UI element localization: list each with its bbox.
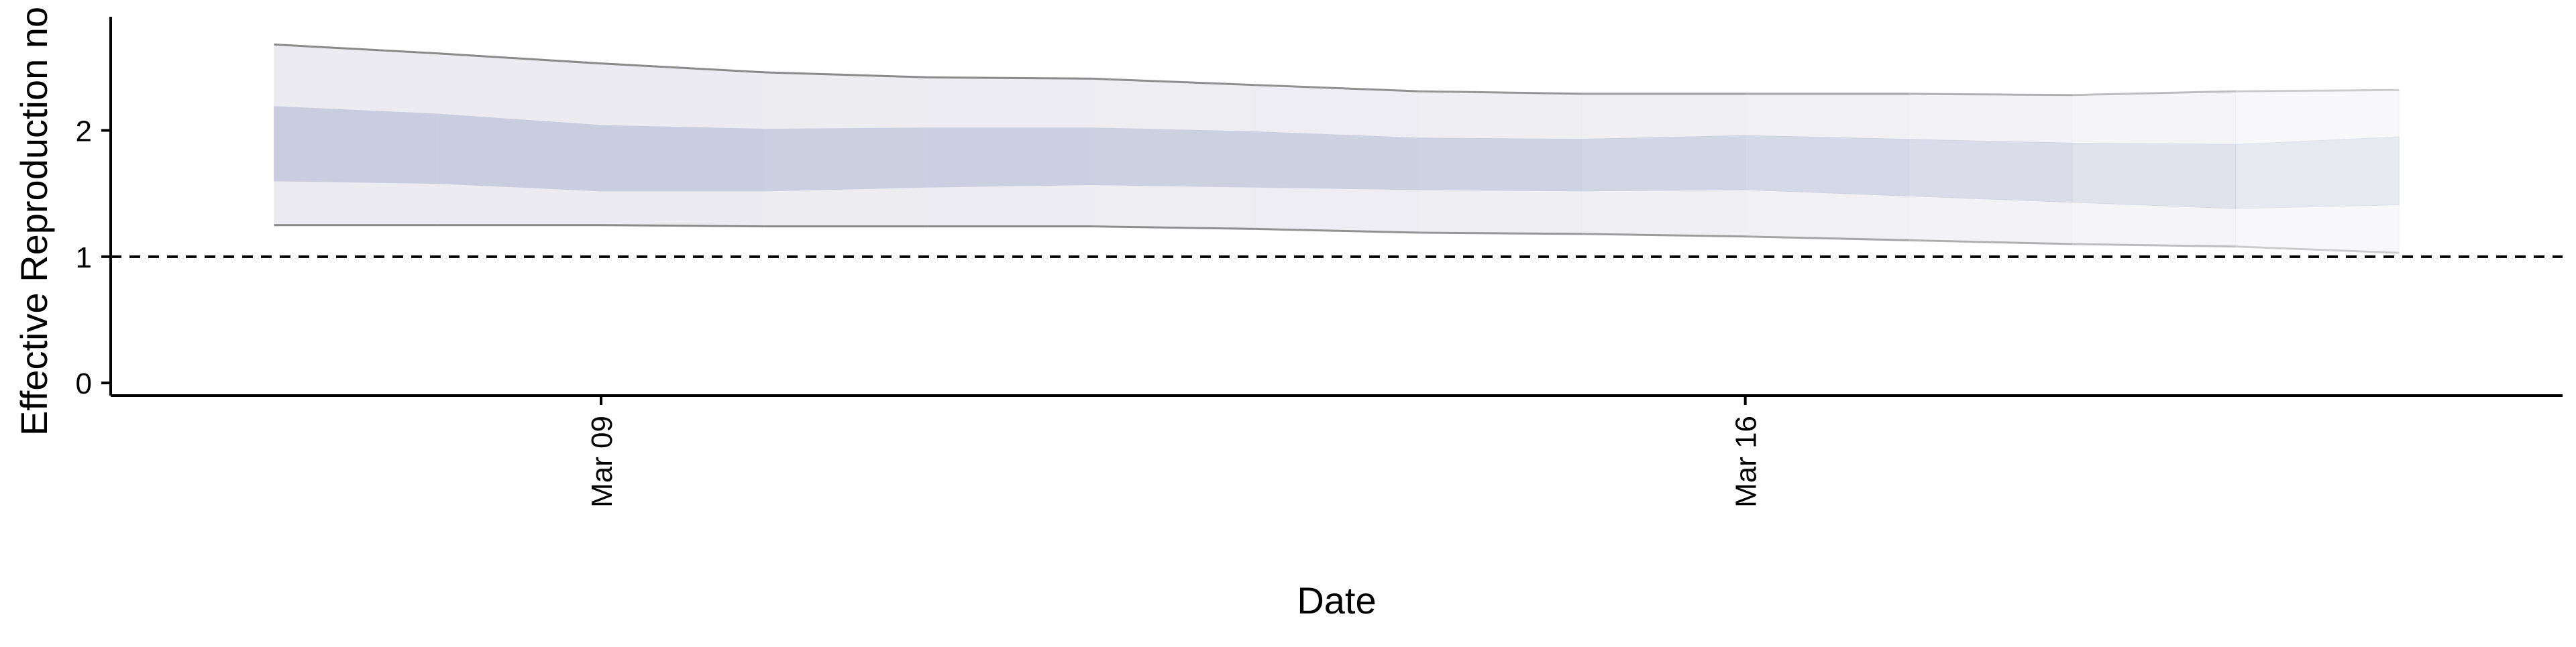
inner-interval-segment — [1908, 139, 2073, 203]
lower-bound-line-segment — [2072, 243, 2236, 248]
inner-interval-segment — [600, 125, 765, 192]
lower-bound-line-segment — [1418, 231, 1582, 235]
upper-bound-line-segment — [600, 62, 765, 74]
inner-interval-segment — [1091, 127, 1256, 188]
upper-bound-line-segment — [2072, 90, 2236, 97]
upper-bound-line-segment — [437, 52, 602, 65]
upper-bound-line-segment — [2235, 89, 2400, 93]
upper-bound-line-segment — [1418, 90, 1582, 95]
lower-bound-line-segment — [1909, 239, 2073, 245]
y-tick-label: 1 — [76, 241, 92, 274]
lower-bound-line-segment — [1745, 235, 1909, 241]
lower-bound-line-segment — [600, 224, 765, 228]
upper-bound-line-segment — [928, 76, 1092, 80]
inner-interval-segment — [1745, 135, 1909, 196]
outer-interval-segment — [2235, 89, 2400, 253]
x-tick-label: Mar 16 — [1730, 416, 1763, 508]
inner-interval-segment — [1417, 137, 1582, 192]
lower-bound-line-segment — [1254, 227, 1419, 234]
y-ticks: 0 1 2 — [76, 115, 111, 400]
lower-bound-line-segment — [1581, 233, 1746, 238]
inner-interval-segment — [2072, 142, 2237, 209]
axes-layer — [109, 17, 2563, 397]
upper-bound-line-segment — [1254, 84, 1419, 93]
upper-bound-line-segment — [1091, 77, 1255, 86]
inner-interval-segment — [764, 127, 928, 192]
lower-bound-line-segment — [2235, 245, 2400, 254]
x-axis-title: Date — [1297, 579, 1376, 622]
y-tick-label: 2 — [76, 115, 92, 148]
outline-layer — [274, 43, 2400, 254]
lower-bound-line-segment — [1091, 225, 1255, 230]
inner-interval-segment — [274, 106, 438, 184]
upper-bound-line-segment — [1909, 93, 2073, 97]
inner-interval-segment — [2235, 136, 2400, 209]
x-ticks: Mar 09 Mar 16 — [586, 396, 1763, 508]
y-tick-label: 0 — [76, 367, 92, 400]
inner-interval-segment — [1254, 131, 1419, 190]
y-axis-title: Effective Reproduction no — [13, 7, 55, 436]
x-tick-label: Mar 09 — [586, 416, 619, 508]
inner-interval-segment — [437, 113, 602, 192]
inner-interval-segment — [1581, 135, 1746, 192]
upper-bound-line-segment — [274, 43, 438, 55]
bands-layer — [274, 44, 2400, 253]
inner-interval-segment — [927, 127, 1092, 188]
upper-bound-line-segment — [764, 71, 928, 78]
